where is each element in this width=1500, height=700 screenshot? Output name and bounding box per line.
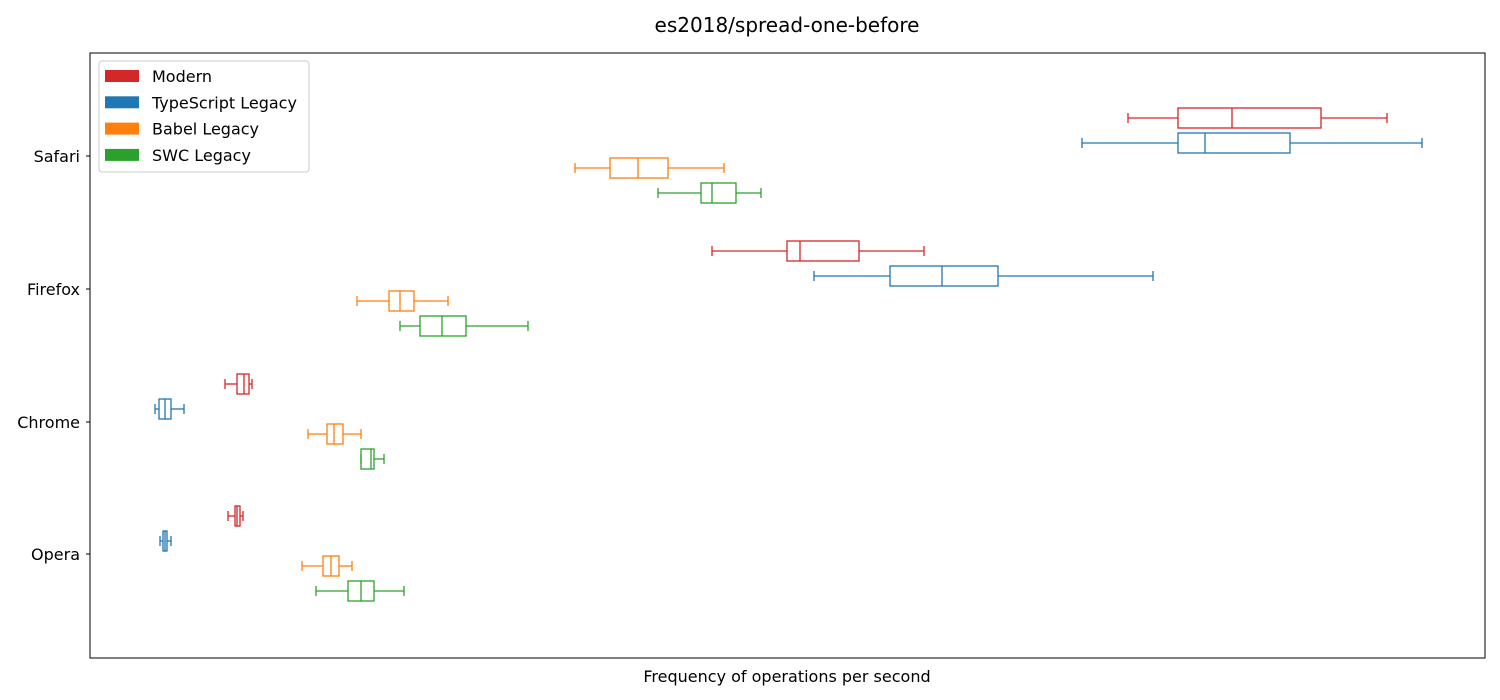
box-babel-legacy-opera (301, 555, 353, 577)
legend-swatch-swc-legacy (105, 148, 139, 161)
box-body (388, 290, 415, 312)
chart-title: es2018/spread-one-before (655, 13, 920, 37)
box-body (326, 423, 344, 445)
legend: Modern TypeScript Legacy Babel Legacy SWC L… (98, 60, 310, 173)
box-modern-firefox (711, 240, 925, 262)
legend-item-babel-legacy: Babel Legacy (105, 120, 259, 139)
legend-frame (98, 60, 310, 173)
y-axis: Safari Firefox Chrome Opera (17, 147, 90, 564)
legend-label-modern: Modern (152, 67, 212, 86)
box-modern-opera (227, 505, 244, 527)
box-typescript-legacy-opera (159, 530, 172, 552)
box-body (889, 265, 999, 287)
legend-label-typescript-legacy: TypeScript Legacy (151, 93, 297, 112)
legend-label-babel-legacy: Babel Legacy (152, 120, 259, 139)
box-swc-legacy-chrome (360, 448, 385, 470)
plot-area-frame (89, 52, 1486, 659)
box-typescript-legacy-safari (1081, 132, 1423, 154)
box-babel-legacy-safari (574, 157, 725, 179)
y-tick-label-opera: Opera (31, 545, 80, 564)
box-typescript-legacy-firefox (813, 265, 1154, 287)
boxes-layer (154, 107, 1423, 602)
y-tick-label-chrome: Chrome (17, 413, 80, 432)
box-swc-legacy-safari (657, 182, 762, 204)
y-tick-label-safari: Safari (34, 147, 80, 166)
legend-item-typescript-legacy: TypeScript Legacy (105, 93, 297, 112)
legend-swatch-modern (105, 70, 139, 82)
box-modern-chrome (224, 373, 253, 395)
x-axis-label: Frequency of operations per second (643, 667, 930, 686)
box-body (786, 240, 860, 262)
box-body (360, 448, 375, 470)
legend-item-swc-legacy: SWC Legacy (105, 146, 251, 165)
box-body (236, 373, 250, 395)
y-tick-label-firefox: Firefox (27, 280, 80, 299)
box-babel-legacy-firefox (356, 290, 449, 312)
box-swc-legacy-firefox (399, 315, 529, 337)
legend-swatch-typescript-legacy (105, 96, 139, 109)
box-babel-legacy-chrome (307, 423, 362, 445)
box-body (1177, 132, 1291, 154)
box-body (419, 315, 467, 337)
legend-swatch-babel-legacy (105, 122, 139, 135)
box-typescript-legacy-chrome (154, 398, 185, 420)
legend-label-swc-legacy: SWC Legacy (152, 146, 251, 165)
box-body (609, 157, 669, 179)
legend-item-modern: Modern (105, 67, 212, 86)
box-body (700, 182, 737, 204)
box-modern-safari (1127, 107, 1388, 129)
box-swc-legacy-opera (315, 580, 405, 602)
box-body (1177, 107, 1322, 129)
